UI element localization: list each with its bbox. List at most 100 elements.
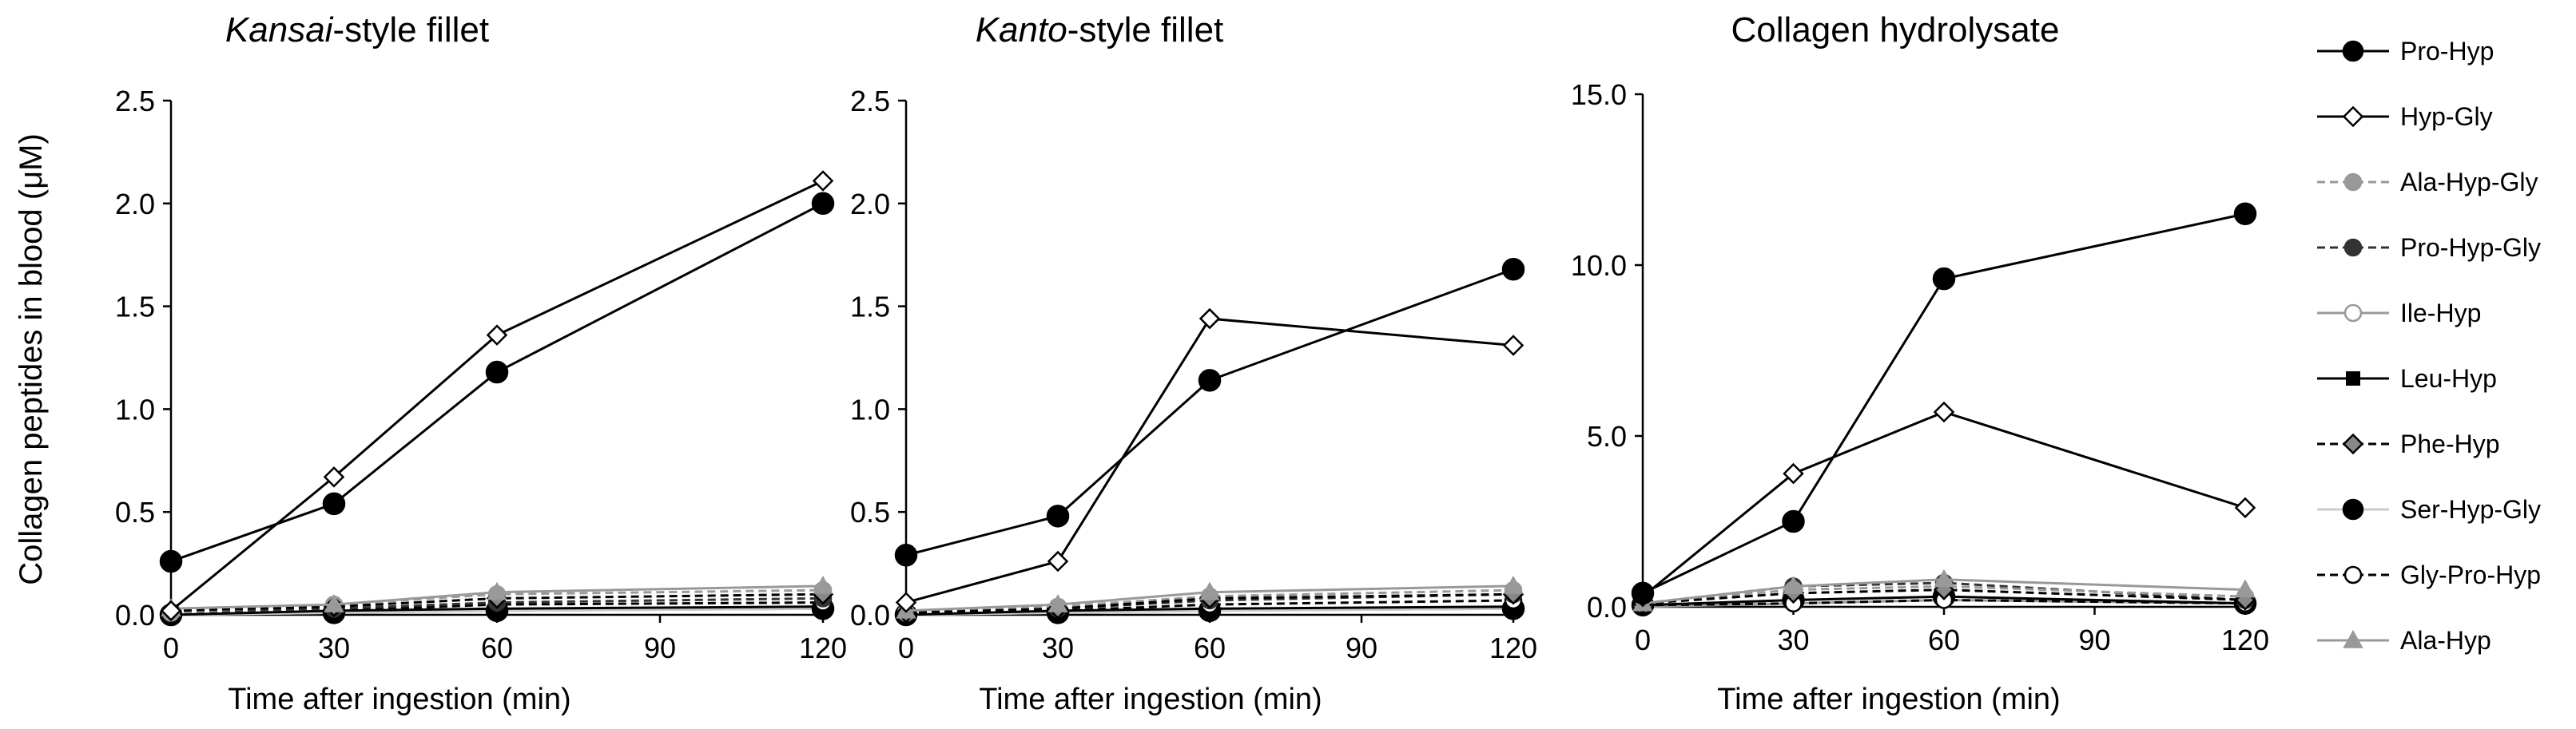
legend-marker — [2342, 498, 2364, 521]
panel-hydrolysate: Collagen hydrolysate Time after ingestio… — [1717, 10, 2060, 716]
series-line — [1642, 410, 2246, 598]
data-point — [895, 592, 917, 613]
y-tick-label: 10.0 — [1571, 249, 1627, 282]
legend-marker — [2342, 40, 2364, 62]
x-tick-label: 0 — [898, 632, 914, 664]
panel-title: Kanto-style fillet — [976, 10, 1224, 50]
data-point — [1782, 509, 1805, 533]
x-tick-label: 30 — [1777, 624, 1809, 656]
legend-marker — [2343, 303, 2363, 323]
y-tick-label: 2.0 — [850, 188, 890, 220]
x-tick-label: 60 — [1194, 632, 1226, 664]
panel-title-italic: Kanto — [976, 10, 1067, 50]
data-point — [1783, 462, 1804, 485]
data-point — [1501, 257, 1525, 281]
data-point — [486, 324, 508, 346]
x-tick-label: 120 — [799, 632, 847, 664]
legend-label: Pro-Hyp-Gly — [2400, 233, 2541, 262]
data-point — [1046, 505, 1070, 528]
legend-item-pro-hyp: Pro-Hyp — [2317, 37, 2494, 65]
legend-label: Ala-Hyp-Gly — [2400, 168, 2538, 196]
data-point — [1932, 267, 1956, 291]
panel-kanto: Kanto-style fillet Time after ingestion … — [976, 10, 1322, 716]
legend-item-gly-pro-hyp: Gly-Pro-Hyp — [2317, 561, 2541, 589]
legend-label: Gly-Pro-Hyp — [2400, 561, 2541, 589]
series-line — [905, 584, 1514, 612]
y-tick-label: 15.0 — [1571, 78, 1627, 111]
series-hyp-gly — [160, 170, 834, 622]
y-tick-label: 5.0 — [1587, 420, 1627, 453]
data-point — [813, 575, 833, 594]
y-tick-label: 0.5 — [850, 496, 890, 529]
plot-area: 0.00.51.01.52.02.50 30 60 90 1200.00.51.01.5… — [115, 78, 2269, 664]
legend-item-hyp-gly: Hyp-Gly — [2317, 102, 2493, 131]
x-axis-label: Time after ingestion (min) — [979, 683, 1322, 716]
data-point — [1783, 576, 1804, 595]
series-hyp-gly — [895, 307, 1525, 613]
data-point — [894, 544, 918, 567]
series-line — [170, 592, 824, 612]
legend-item-ser-hyp-gly: Ser-Hyp-Gly — [2317, 495, 2541, 524]
legend-label: Pro-Hyp — [2400, 37, 2494, 65]
y-tick-label: 1.0 — [115, 393, 155, 426]
legend-marker — [2346, 371, 2360, 386]
chart-panel-1: 0.0 0.5 1.0 1.5 2.0 2.5 0 30 60 90 120 — [115, 85, 847, 664]
series-ala-hyp — [896, 575, 1524, 619]
data-point — [2233, 202, 2257, 226]
series-line — [170, 584, 824, 610]
x-tick-label: 30 — [1042, 632, 1074, 664]
data-point — [1503, 575, 1524, 594]
data-point — [487, 581, 507, 600]
legend-label: Ala-Hyp — [2400, 626, 2491, 655]
series-line — [905, 317, 1514, 604]
legend-item-phe-hyp: Phe-Hyp — [2317, 430, 2500, 458]
x-tick-label: 90 — [2078, 624, 2110, 656]
series-line — [170, 180, 824, 612]
series-ala-hyp — [1632, 569, 2256, 612]
series-line — [1642, 212, 2246, 595]
data-point — [1502, 335, 1525, 356]
y-tick-label: 0.0 — [115, 599, 155, 632]
x-axis-label: Time after ingestion (min) — [1717, 683, 2060, 716]
legend-marker — [2342, 105, 2364, 128]
data-point — [324, 594, 344, 612]
legend-label: Phe-Hyp — [2400, 430, 2500, 458]
series-line — [1642, 584, 2246, 605]
legend-label: Leu-Hyp — [2400, 364, 2497, 393]
x-tick-label: 0 — [1635, 624, 1651, 656]
x-tick-label: 90 — [644, 632, 676, 664]
legend-item-pro-hyp-gly: Pro-Hyp-Gly — [2317, 233, 2541, 262]
panel-title: Collagen hydrolysate — [1731, 10, 2060, 50]
data-point — [1047, 594, 1068, 612]
y-tick-label: 2.5 — [850, 85, 890, 117]
x-tick-label: 120 — [2221, 624, 2269, 656]
data-point — [323, 466, 345, 488]
series-line — [1642, 595, 2246, 607]
data-point — [160, 600, 182, 622]
y-tick-label: 1.0 — [850, 393, 890, 426]
data-point — [159, 549, 183, 573]
legend-item-ile-hyp: Ile-Hyp — [2317, 299, 2481, 327]
x-tick-label: 60 — [481, 632, 513, 664]
series-line — [905, 605, 1514, 616]
legend-marker — [2343, 238, 2363, 257]
y-tick-label: 0.5 — [115, 496, 155, 529]
y-tick-label: 1.5 — [850, 291, 890, 323]
series-ala-hyp — [161, 575, 833, 617]
panel-title-rest: -style fillet — [332, 10, 489, 50]
data-point — [2235, 579, 2256, 598]
series-line — [1642, 578, 2246, 605]
legend-label: Hyp-Gly — [2400, 102, 2493, 131]
x-tick-label: 90 — [1346, 632, 1377, 664]
series-line — [170, 596, 824, 614]
legend-marker — [2343, 172, 2363, 192]
legend-item-leu-hyp: Leu-Hyp — [2317, 364, 2497, 393]
series-pro-hyp — [1631, 202, 2257, 605]
data-point — [1631, 581, 1655, 605]
y-tick-label: 0.0 — [850, 599, 890, 632]
legend-marker — [2343, 629, 2363, 648]
series-line — [1642, 598, 2246, 607]
x-tick-label: 60 — [1928, 624, 1960, 656]
series-pro-hyp — [894, 257, 1525, 567]
